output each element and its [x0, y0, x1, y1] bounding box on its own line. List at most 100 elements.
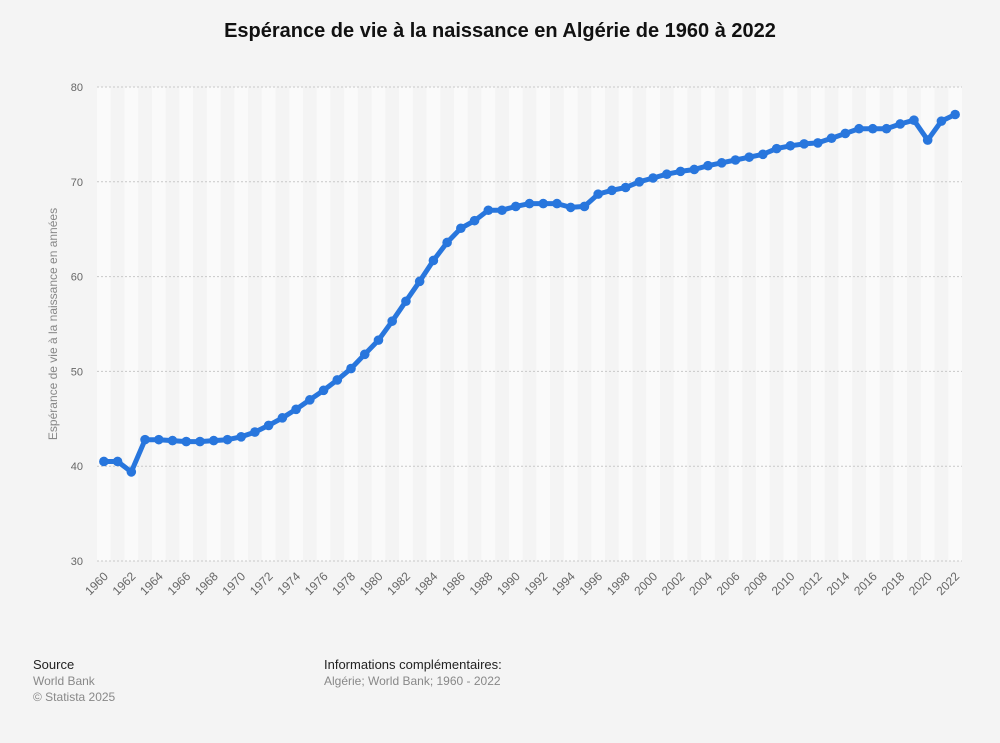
data-point	[634, 177, 645, 187]
background-band	[756, 87, 770, 561]
data-point	[442, 237, 452, 248]
x-tick-label: 2020	[906, 569, 935, 598]
data-point	[373, 335, 384, 345]
x-tick-label: 1964	[137, 569, 166, 598]
background-band	[728, 87, 743, 561]
data-point	[813, 138, 823, 148]
copyright: © Statista 2025	[33, 690, 116, 704]
info-block: Informations complémentaires: Algérie; W…	[324, 657, 502, 689]
background-band	[151, 87, 166, 561]
data-point	[305, 395, 315, 405]
y-tick-label: 40	[71, 461, 83, 473]
x-tick-label: 2004	[686, 569, 715, 598]
x-tick-label: 2018	[879, 569, 908, 598]
x-tick-label: 1990	[494, 569, 523, 598]
data-point	[744, 152, 754, 162]
background-band	[920, 87, 935, 561]
data-point	[483, 205, 494, 216]
data-point	[730, 155, 741, 165]
data-point	[785, 140, 796, 151]
y-tick-label: 70	[71, 177, 83, 189]
x-tick-label: 1966	[165, 569, 194, 598]
y-tick-label: 50	[71, 366, 83, 378]
data-point	[291, 404, 301, 415]
data-point	[607, 185, 617, 196]
background-band	[316, 87, 331, 561]
background-band	[289, 87, 303, 561]
x-tick-label: 1962	[110, 569, 139, 598]
data-point	[758, 149, 768, 160]
data-point	[524, 198, 535, 209]
background-band	[646, 87, 660, 561]
info-line: Algérie; World Bank; 1960 - 2022	[324, 674, 501, 688]
data-point	[99, 456, 109, 467]
source-name: World Bank	[33, 674, 95, 688]
x-tick-label: 1978	[329, 569, 358, 598]
x-tick-label: 1976	[302, 569, 331, 598]
background-band	[536, 87, 551, 561]
data-point	[922, 135, 933, 145]
x-tick-label: 2006	[714, 569, 743, 598]
source-block: Source World Bank © Statista 2025	[33, 657, 115, 705]
data-point	[579, 201, 590, 212]
data-point	[277, 413, 288, 423]
data-point	[826, 133, 837, 143]
x-tick-label: 1974	[274, 569, 303, 598]
background-band	[344, 87, 358, 561]
background-band	[893, 87, 908, 561]
x-tick-label: 2016	[851, 569, 880, 598]
background-band	[810, 87, 825, 561]
background-band	[865, 87, 880, 561]
x-tick-label: 1988	[467, 569, 496, 598]
data-point	[359, 349, 370, 360]
data-point	[552, 198, 562, 209]
data-point	[716, 158, 727, 168]
background-band	[97, 87, 111, 561]
data-point	[675, 166, 686, 177]
data-point	[771, 143, 782, 154]
data-points	[99, 109, 960, 477]
x-tick-label: 1980	[357, 569, 386, 598]
background-band	[426, 87, 441, 561]
x-tick-label: 2014	[824, 569, 853, 598]
data-point	[126, 467, 137, 477]
info-heading: Informations complémentaires:	[324, 657, 502, 672]
background-band	[124, 87, 139, 561]
x-tick-label: 1986	[439, 569, 468, 598]
y-axis-ticks: 30 40 50 60 70 80	[71, 82, 83, 568]
data-point	[538, 198, 549, 209]
data-point	[703, 160, 713, 171]
x-tick-label: 1968	[192, 569, 221, 598]
background-band	[783, 87, 798, 561]
data-point	[222, 434, 233, 445]
data-point	[799, 139, 809, 149]
background-band	[618, 87, 633, 561]
x-tick-label: 1998	[604, 569, 633, 598]
data-point	[387, 316, 397, 326]
x-tick-label: 2000	[631, 569, 660, 598]
x-tick-label: 1960	[82, 569, 111, 598]
data-point	[401, 296, 411, 307]
data-point	[648, 173, 658, 183]
source-heading: Source	[33, 657, 75, 672]
data-point	[428, 255, 439, 266]
x-tick-label: 1970	[220, 569, 249, 598]
x-tick-label: 2012	[796, 569, 825, 598]
data-point	[565, 202, 576, 213]
background-band	[453, 87, 468, 561]
grid-lines	[97, 86, 962, 562]
y-tick-label: 30	[71, 556, 83, 568]
background-band	[371, 87, 386, 561]
data-point	[620, 182, 631, 193]
data-point	[167, 435, 178, 446]
data-point	[236, 432, 246, 442]
data-point	[881, 123, 892, 134]
background-band	[838, 87, 853, 561]
x-axis-ticks: 1960196219641966196819701972197419761978…	[82, 569, 962, 598]
data-point	[593, 189, 603, 199]
data-point	[332, 375, 343, 385]
background-band	[563, 87, 578, 561]
data-point	[195, 436, 205, 447]
x-tick-label: 1972	[247, 569, 276, 598]
y-tick-label: 80	[71, 82, 83, 94]
